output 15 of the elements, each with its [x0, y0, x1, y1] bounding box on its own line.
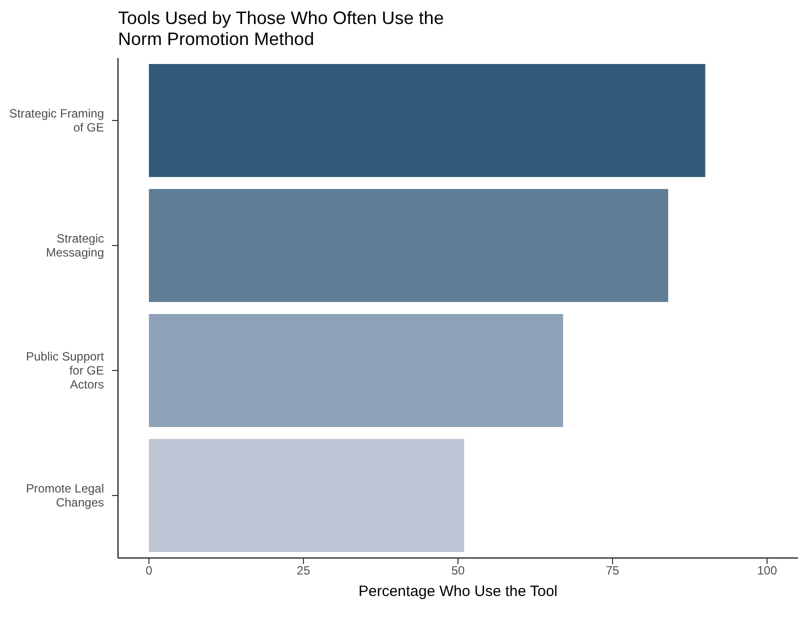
bar [148, 189, 668, 302]
y-tick-label: Strategic Framing of GE [9, 106, 104, 134]
x-tick-label: 75 [606, 564, 620, 578]
y-tick-label: Promote Legal Changes [26, 482, 104, 510]
x-tick-label: 100 [757, 564, 778, 578]
x-tick-label: 50 [451, 564, 465, 578]
bar [148, 439, 464, 552]
x-tick-label: 25 [296, 564, 310, 578]
x-tick-label: 0 [146, 564, 153, 578]
y-tick-label: Public Support for GE Actors [26, 350, 105, 392]
x-axis-title: Percentage Who Use the Tool [358, 583, 558, 600]
y-tick-label: Strategic Messaging [46, 232, 104, 260]
chart-title: Tools Used by Those Who Often Use the Norm Promotion Method [118, 8, 445, 50]
bar [148, 64, 706, 177]
bar [148, 314, 564, 427]
